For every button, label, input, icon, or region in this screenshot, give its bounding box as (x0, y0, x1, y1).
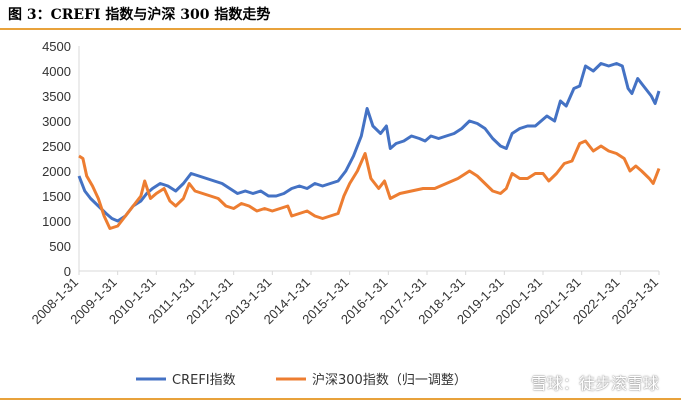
legend-label-hs300: 沪深300指数（归一调整） (312, 372, 467, 388)
watermark: 雪球：徒步滚雪球 (530, 374, 659, 393)
bottom-rule (0, 398, 681, 400)
y-tick-label: 500 (49, 239, 71, 254)
legend-label-crefi: CREFI指数 (172, 373, 236, 388)
y-tick-label: 3500 (42, 89, 71, 104)
y-tick-label: 4000 (42, 64, 71, 79)
y-tick-label: 1000 (42, 214, 71, 229)
series-line-hs300 (78, 139, 661, 230)
x-tick-labels: 2008-1-312009-1-312010-1-312011-1-312012… (29, 271, 661, 327)
y-tick-label: 0 (64, 264, 71, 279)
y-tick-labels: 0 500 1000 1500 2000 2500 3000 3500 4000 4500 (42, 39, 71, 279)
series-lines (77, 62, 661, 230)
y-tick-label: 3000 (42, 114, 71, 129)
title-rule (0, 28, 681, 30)
series-line-crefi (77, 62, 661, 223)
y-tick-label: 4500 (42, 39, 71, 54)
y-tick-label: 1500 (42, 189, 71, 204)
y-tick-label: 2500 (42, 139, 71, 154)
figure-title: 图 3：CREFI 指数与沪深 300 指数走势 (8, 7, 271, 23)
y-tick-label: 2000 (42, 164, 71, 179)
legend: CREFI指数 沪深300指数（归一调整） (136, 372, 467, 388)
